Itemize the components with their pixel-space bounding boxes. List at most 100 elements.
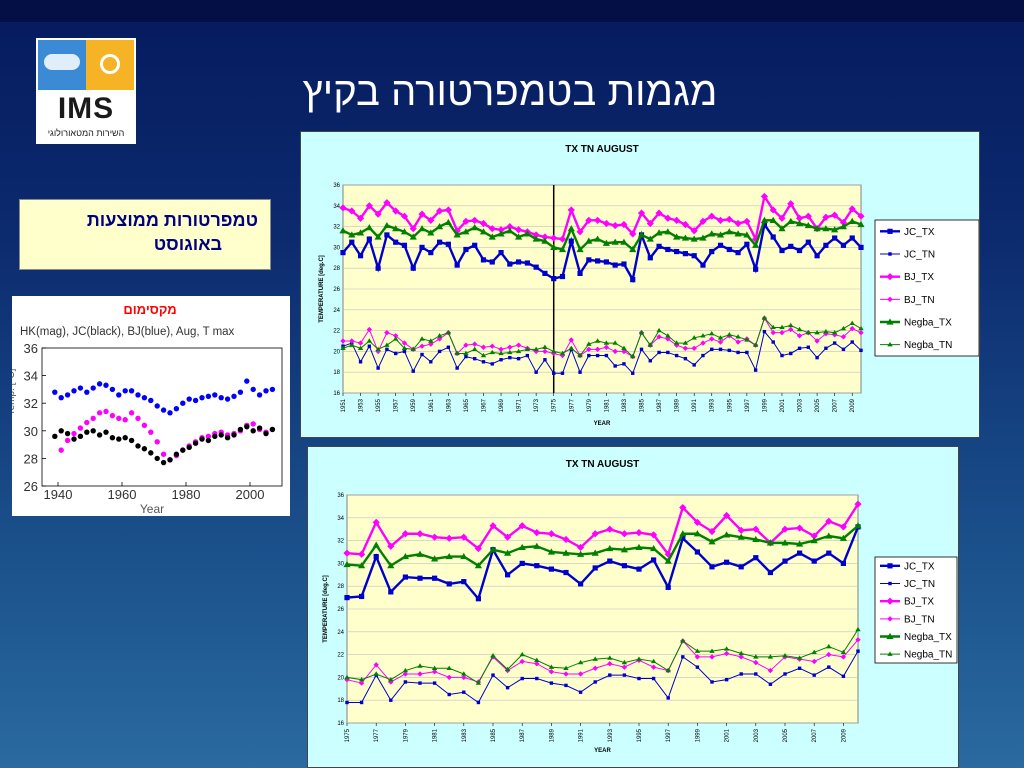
data-point	[506, 227, 514, 234]
data-point	[813, 225, 821, 232]
data-point	[358, 360, 363, 364]
data-point	[128, 437, 135, 444]
x-tick-label: 2007	[833, 398, 839, 412]
data-point	[708, 230, 716, 237]
x-tick-label: 1951	[341, 398, 347, 412]
data-point	[409, 225, 417, 233]
data-point	[779, 329, 785, 336]
data-point	[858, 244, 864, 250]
data-point	[455, 366, 459, 370]
data-point	[489, 349, 495, 355]
data-point	[744, 241, 750, 247]
data-point	[753, 368, 758, 372]
data-point	[603, 340, 610, 345]
data-point	[358, 562, 366, 569]
data-point	[475, 596, 481, 602]
legend-box	[874, 556, 958, 664]
data-point	[552, 371, 556, 375]
y-tick-label: 30	[333, 245, 340, 251]
data-point	[367, 344, 372, 348]
data-point	[516, 356, 521, 361]
data-point	[766, 539, 774, 546]
data-point	[432, 681, 437, 685]
x-tick-label: 1991	[692, 398, 698, 412]
data-point	[738, 654, 744, 660]
data-point	[562, 549, 570, 556]
data-point	[250, 421, 256, 427]
data-point	[637, 231, 646, 238]
data-point	[349, 342, 355, 347]
data-point	[693, 518, 701, 526]
data-point	[471, 346, 478, 352]
data-point	[692, 363, 696, 367]
data-point	[832, 341, 837, 345]
data-point	[549, 681, 554, 685]
data-point	[357, 345, 364, 350]
series-line-Negba_TX	[346, 524, 859, 568]
y-tick-label: 34	[337, 516, 344, 522]
data-point	[205, 437, 212, 444]
data-point	[734, 219, 742, 228]
data-point	[461, 674, 467, 681]
logo-subtitle: השירות המטאורולוגי	[47, 128, 125, 138]
data-point	[128, 410, 135, 416]
data-point	[592, 565, 598, 571]
data-point	[103, 408, 109, 415]
data-point	[725, 228, 733, 235]
data-point	[840, 334, 847, 340]
data-point	[744, 337, 750, 342]
data-point	[789, 351, 793, 356]
data-point	[695, 665, 700, 669]
data-point	[664, 228, 672, 235]
data-point	[717, 339, 724, 345]
data-point	[592, 656, 598, 661]
data-point	[402, 574, 408, 580]
data-point	[542, 344, 548, 349]
data-point	[472, 356, 477, 361]
data-point	[710, 347, 714, 352]
data-point	[859, 348, 863, 353]
data-point	[814, 338, 820, 344]
data-point	[620, 220, 628, 229]
data-point	[709, 648, 715, 653]
data-point	[373, 671, 379, 676]
data-point	[831, 211, 839, 219]
data-point	[824, 346, 828, 350]
x-axis-label: YEAR	[594, 748, 611, 754]
data-point	[345, 700, 349, 705]
data-point	[788, 326, 794, 333]
data-point	[417, 671, 423, 677]
data-point	[693, 530, 701, 537]
data-point	[761, 315, 768, 320]
data-point	[674, 248, 680, 255]
data-point	[431, 665, 438, 670]
legend-label: BJ_TN	[904, 295, 935, 306]
y-tick-label: 18	[333, 370, 340, 376]
data-point	[504, 666, 511, 672]
data-point	[349, 338, 355, 344]
data-point	[384, 329, 390, 336]
data-point	[822, 213, 830, 221]
data-point	[464, 354, 468, 359]
data-point	[507, 261, 513, 267]
data-point	[96, 381, 103, 387]
data-point	[437, 349, 442, 354]
data-point	[505, 572, 511, 578]
data-point	[71, 388, 77, 394]
data-point	[489, 546, 497, 553]
data-point	[446, 665, 452, 670]
data-point	[160, 407, 167, 413]
data-point	[841, 347, 846, 352]
data-point	[534, 563, 540, 569]
data-point	[585, 216, 593, 224]
data-point	[419, 244, 425, 250]
data-point	[608, 673, 612, 677]
data-point	[699, 217, 707, 225]
data-point	[832, 235, 838, 241]
data-point	[753, 266, 759, 272]
data-point	[826, 643, 832, 649]
data-point	[491, 673, 495, 677]
data-point	[519, 560, 525, 566]
x-tick-label: 1957	[394, 398, 400, 412]
sun-icon	[86, 40, 134, 90]
